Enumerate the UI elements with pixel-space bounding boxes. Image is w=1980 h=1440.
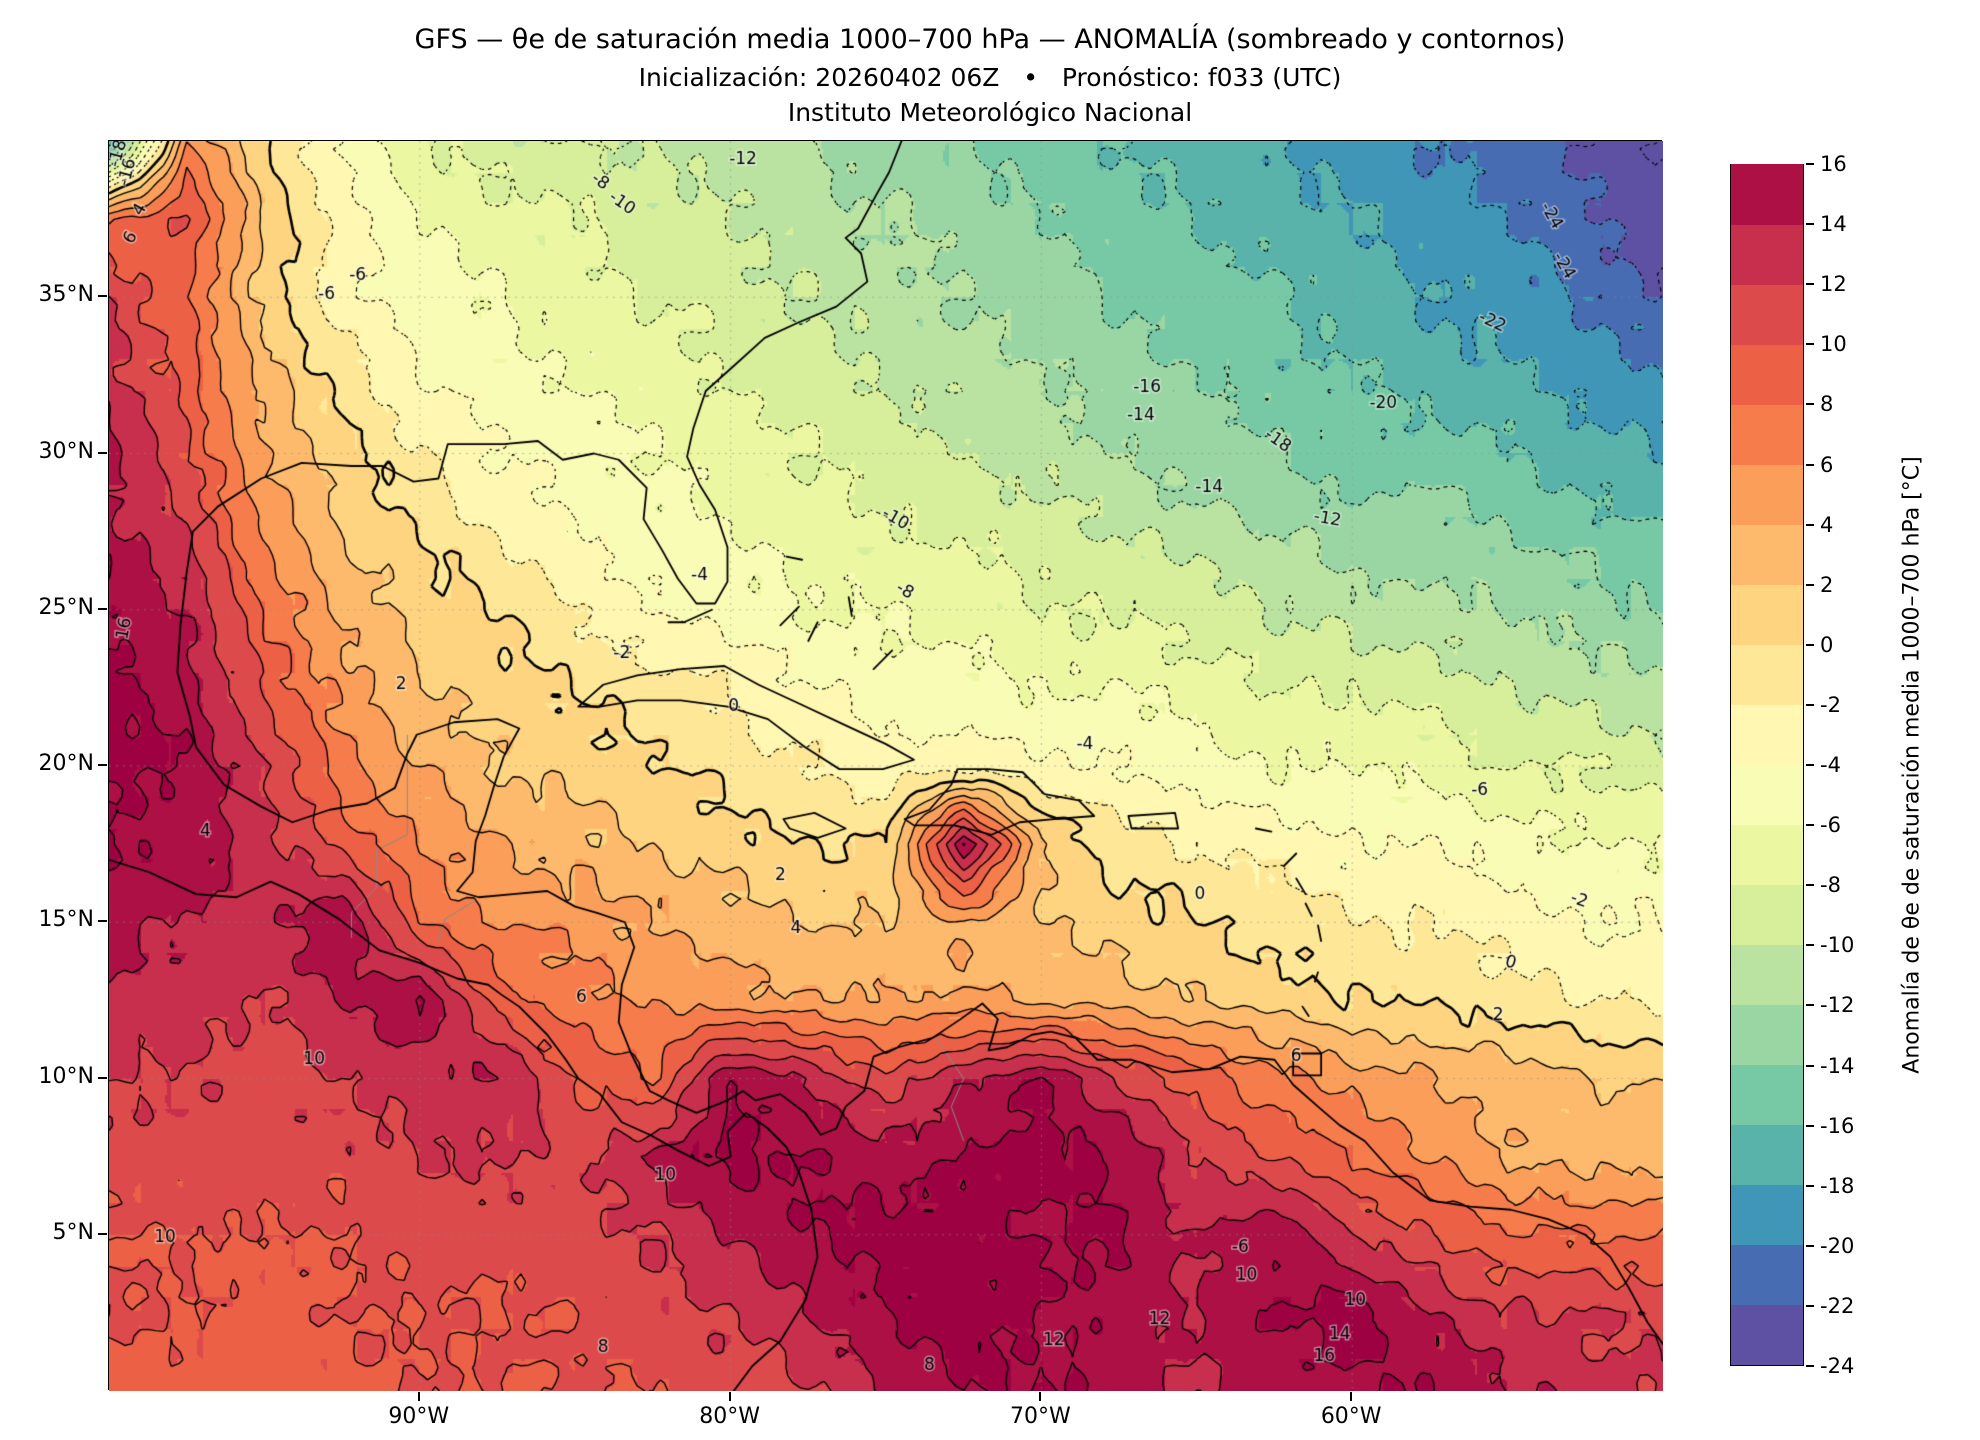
- x-tick-label: 90°W: [388, 1404, 450, 1429]
- x-tick-mark: [728, 1392, 731, 1401]
- colorbar-band: [1731, 404, 1803, 465]
- y-tick-mark: [98, 764, 107, 766]
- colorbar-tick-mark: [1806, 1304, 1814, 1307]
- colorbar-tick-label: 4: [1820, 512, 1834, 537]
- colorbar-tick-label: 12: [1820, 272, 1847, 297]
- colorbar-tick-label: -2: [1820, 692, 1841, 717]
- y-tick-label: 20°N: [38, 751, 94, 776]
- colorbar-band: [1731, 1184, 1803, 1245]
- y-tick-label: 5°N: [52, 1219, 94, 1245]
- y-tick-mark: [98, 1232, 107, 1235]
- colorbar-band: [1731, 1304, 1803, 1365]
- colorbar-tick-label: -20: [1820, 1233, 1855, 1258]
- colorbar-tick-mark: [1806, 1184, 1814, 1187]
- colorbar-band: [1731, 944, 1803, 1005]
- colorbar-band: [1731, 644, 1803, 705]
- colorbar-tick-mark: [1806, 944, 1814, 947]
- colorbar-band: [1731, 1064, 1803, 1125]
- colorbar-tick-mark: [1806, 1124, 1814, 1127]
- colorbar-tick-mark: [1806, 403, 1814, 406]
- colorbar-tick-label: -8: [1820, 873, 1841, 898]
- colorbar: [1730, 164, 1804, 1366]
- colorbar-tick-mark: [1806, 1064, 1814, 1067]
- y-tick-mark: [98, 607, 107, 610]
- map-axes-frame: [108, 140, 1663, 1391]
- chart-subtitle-init-forecast: Inicialización: 20260402 06Z • Pronóstic…: [638, 63, 1342, 92]
- colorbar-tick-label: -16: [1820, 1113, 1855, 1138]
- colorbar-label-wrap: Anomalía de θe de saturación media 1000–…: [1890, 164, 1934, 1366]
- colorbar-tick-label: -18: [1820, 1173, 1855, 1198]
- colorbar-band: [1731, 1244, 1803, 1305]
- y-tick-label: 15°N: [38, 907, 94, 933]
- colorbar-tick-label: -24: [1820, 1354, 1855, 1378]
- colorbar-tick-mark: [1806, 1365, 1814, 1367]
- colorbar-tick-label: -6: [1820, 813, 1841, 838]
- x-tick-mark: [1039, 1392, 1042, 1401]
- colorbar-tick-mark: [1806, 343, 1814, 346]
- colorbar-tick-mark: [1806, 463, 1814, 466]
- map-canvas: [109, 141, 1663, 1391]
- y-tick-mark: [98, 920, 107, 923]
- colorbar-tick-label: 0: [1820, 632, 1834, 657]
- colorbar-band: [1731, 1124, 1803, 1185]
- colorbar-band: [1731, 824, 1803, 885]
- colorbar-tick-label: 10: [1820, 332, 1847, 357]
- y-tick-label: 30°N: [38, 438, 94, 464]
- colorbar-tick-label: -22: [1820, 1293, 1855, 1318]
- title-block: GFS — θe de saturación media 1000–700 hP…: [0, 20, 1980, 130]
- colorbar-band: [1731, 1004, 1803, 1065]
- colorbar-label: Anomalía de θe de saturación media 1000–…: [1899, 456, 1925, 1074]
- x-tick-label: 70°W: [1010, 1404, 1071, 1429]
- colorbar-tick-mark: [1806, 1004, 1814, 1007]
- colorbar-band: [1731, 884, 1803, 945]
- y-tick-label: 10°N: [38, 1063, 94, 1089]
- colorbar-band: [1731, 344, 1803, 405]
- colorbar-tick-mark: [1806, 764, 1814, 766]
- colorbar-tick-mark: [1806, 523, 1814, 526]
- x-tick-mark: [1350, 1392, 1353, 1401]
- colorbar-tick-label: 8: [1820, 392, 1834, 417]
- chart-title: GFS — θe de saturación media 1000–700 hP…: [414, 24, 1566, 55]
- colorbar-tick-label: -14: [1820, 1053, 1855, 1078]
- colorbar-band: [1731, 164, 1803, 225]
- colorbar-tick-mark: [1806, 643, 1814, 646]
- colorbar-tick-mark: [1806, 703, 1814, 706]
- colorbar-band: [1731, 284, 1803, 345]
- colorbar-tick-mark: [1806, 1244, 1814, 1247]
- colorbar-tick-label: -10: [1820, 933, 1855, 958]
- colorbar-tick-mark: [1806, 223, 1814, 226]
- y-tick-mark: [98, 1076, 107, 1079]
- colorbar-tick-mark: [1806, 163, 1814, 165]
- y-tick-mark: [98, 451, 107, 454]
- x-tick-label: 80°W: [699, 1404, 760, 1429]
- colorbar-band: [1731, 764, 1803, 825]
- colorbar-tick-mark: [1806, 884, 1814, 887]
- chart-institution: Instituto Meteorológico Nacional: [787, 98, 1193, 127]
- colorbar-band: [1731, 464, 1803, 525]
- colorbar-tick-mark: [1806, 824, 1814, 827]
- colorbar-tick-mark: [1806, 283, 1814, 286]
- colorbar-tick-label: -12: [1820, 993, 1855, 1018]
- colorbar-tick-label: 16: [1820, 152, 1847, 176]
- y-tick-mark: [98, 295, 107, 298]
- x-tick-label: 60°W: [1320, 1404, 1382, 1429]
- x-tick-mark: [417, 1392, 420, 1401]
- colorbar-band: [1731, 224, 1803, 285]
- colorbar-band: [1731, 704, 1803, 765]
- y-tick-label: 25°N: [38, 594, 94, 620]
- colorbar-tick-label: 2: [1820, 572, 1834, 597]
- colorbar-band: [1731, 524, 1803, 585]
- colorbar-tick-label: 6: [1820, 452, 1834, 477]
- colorbar-band: [1731, 584, 1803, 645]
- colorbar-tick-label: 14: [1820, 212, 1847, 237]
- colorbar-tick-mark: [1806, 583, 1814, 586]
- y-tick-label: 35°N: [38, 282, 94, 308]
- colorbar-tick-label: -4: [1820, 753, 1841, 777]
